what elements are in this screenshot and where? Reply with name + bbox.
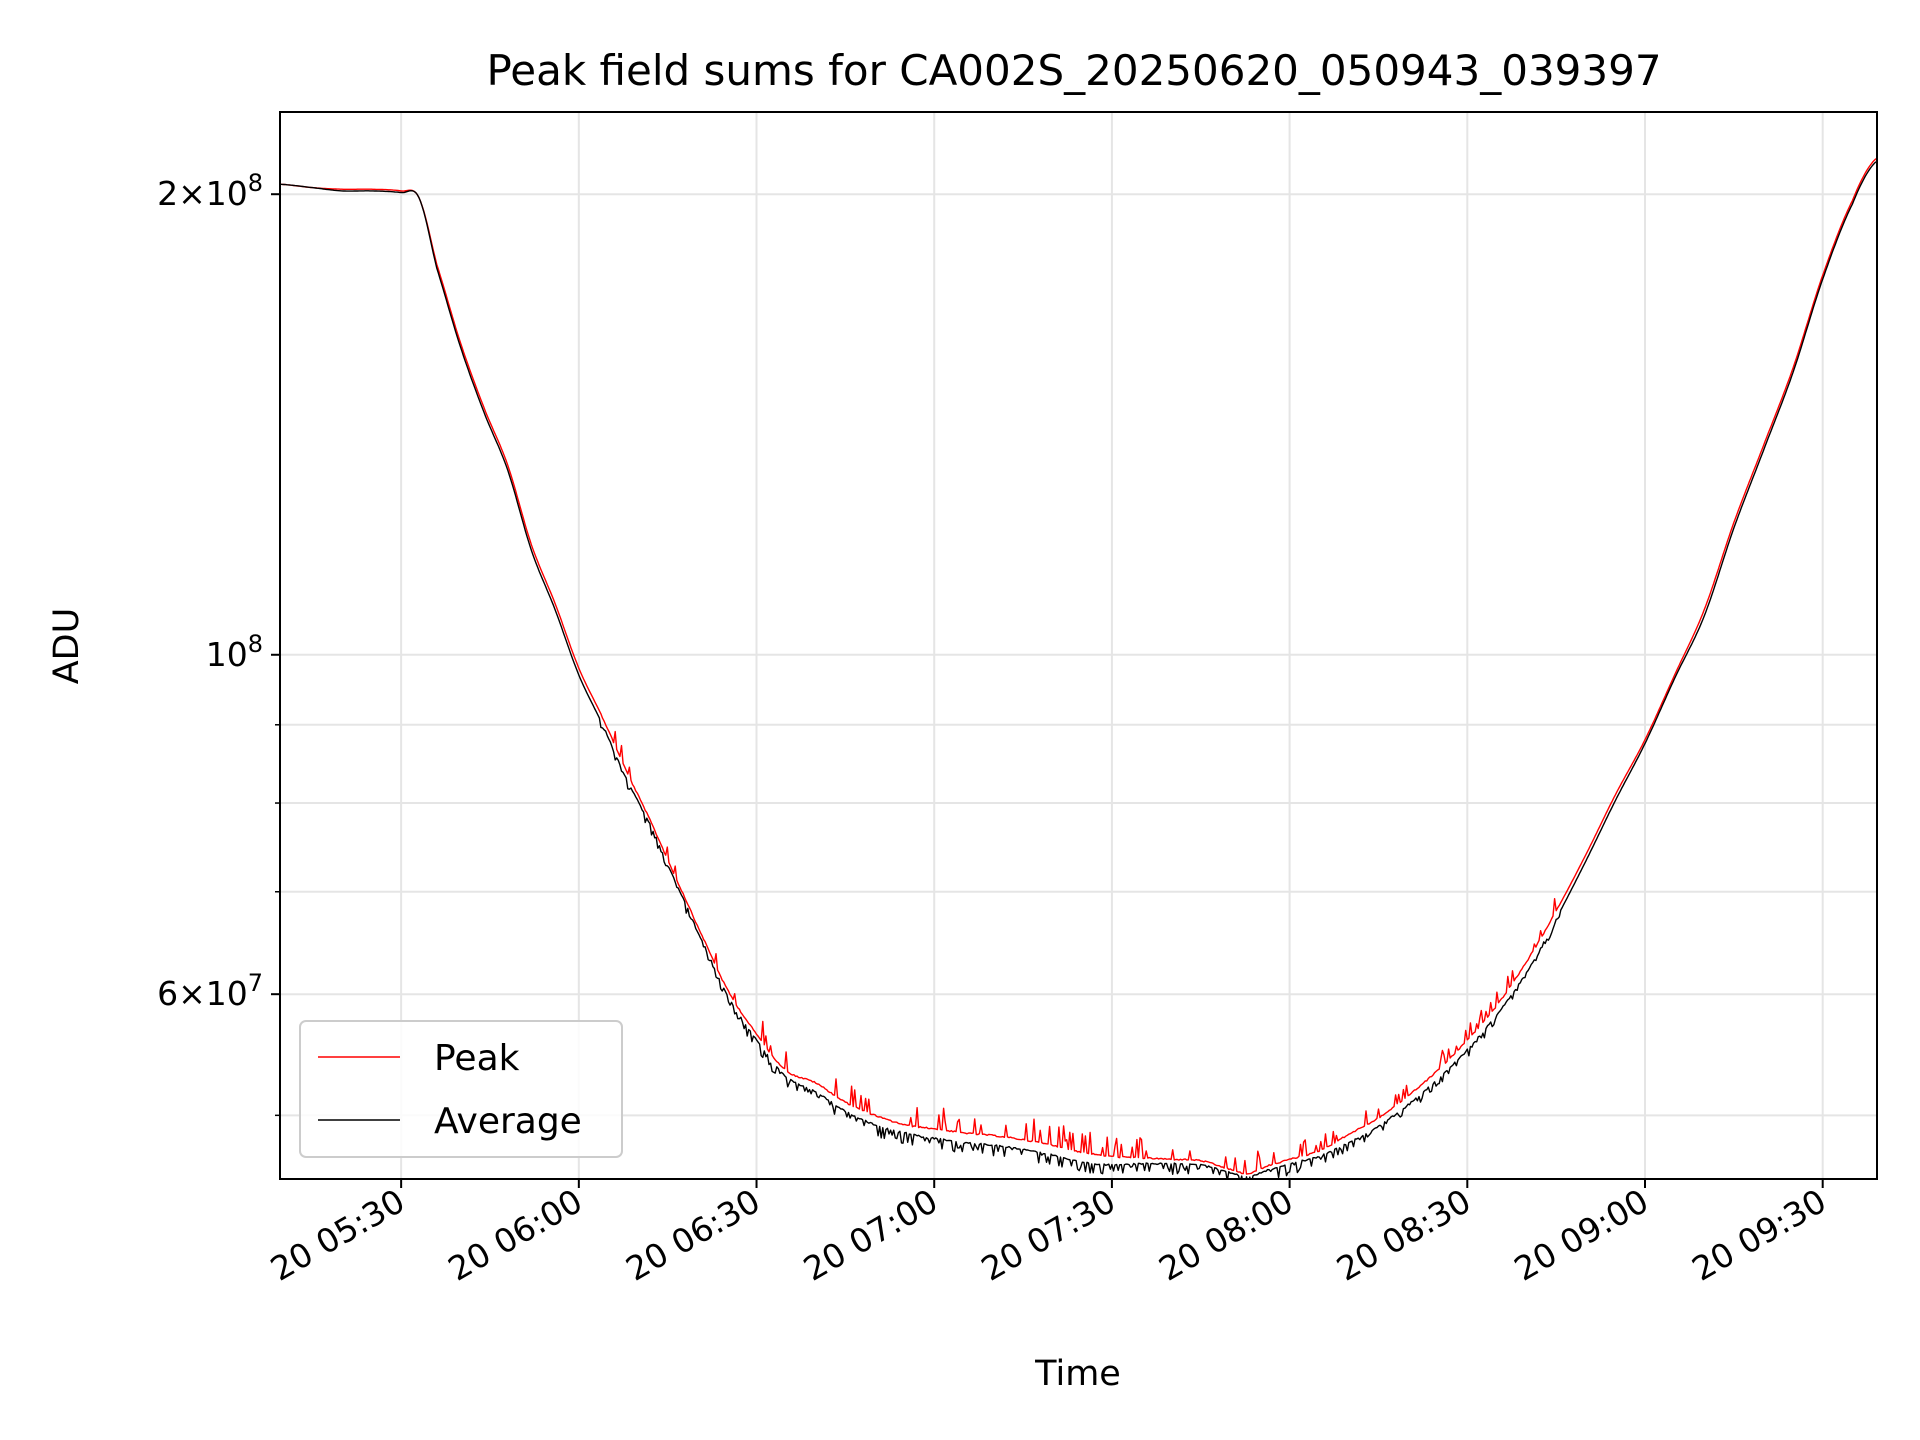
legend-label-peak: Peak: [434, 1038, 520, 1079]
legend-label-average: Average: [434, 1101, 582, 1142]
y-tick-label: 6×107: [157, 969, 263, 1013]
y-tick-label: 108: [206, 630, 263, 674]
axes-frame: [279, 111, 1878, 1180]
series-line-peak: [281, 158, 1876, 1175]
y-tick-base: 10: [206, 974, 248, 1013]
y-axis-label: ADU: [47, 608, 87, 685]
y-tick-mantissa: 2: [157, 174, 178, 213]
plot-area: [281, 158, 1876, 1178]
y-tick-base: 10: [206, 635, 248, 674]
legend: Peak Average: [299, 1020, 623, 1158]
x-axis-label: Time: [1034, 1354, 1121, 1394]
y-tick-times: ×: [178, 974, 206, 1013]
y-tick-exponent: 8: [248, 169, 263, 197]
y-tick-mantissa: 6: [157, 974, 178, 1013]
y-tick-base: 10: [206, 174, 248, 213]
grid: [281, 113, 1876, 1178]
series-line-average: [281, 161, 1876, 1178]
y-tick-exponent: 8: [248, 630, 263, 658]
y-tick-exponent: 7: [248, 969, 263, 997]
y-tick-times: ×: [178, 174, 206, 213]
y-tick-label: 2×108: [157, 169, 263, 213]
legend-box: [299, 1020, 623, 1158]
chart-title: Peak field sums for CA002S_20250620_0509…: [486, 46, 1661, 95]
